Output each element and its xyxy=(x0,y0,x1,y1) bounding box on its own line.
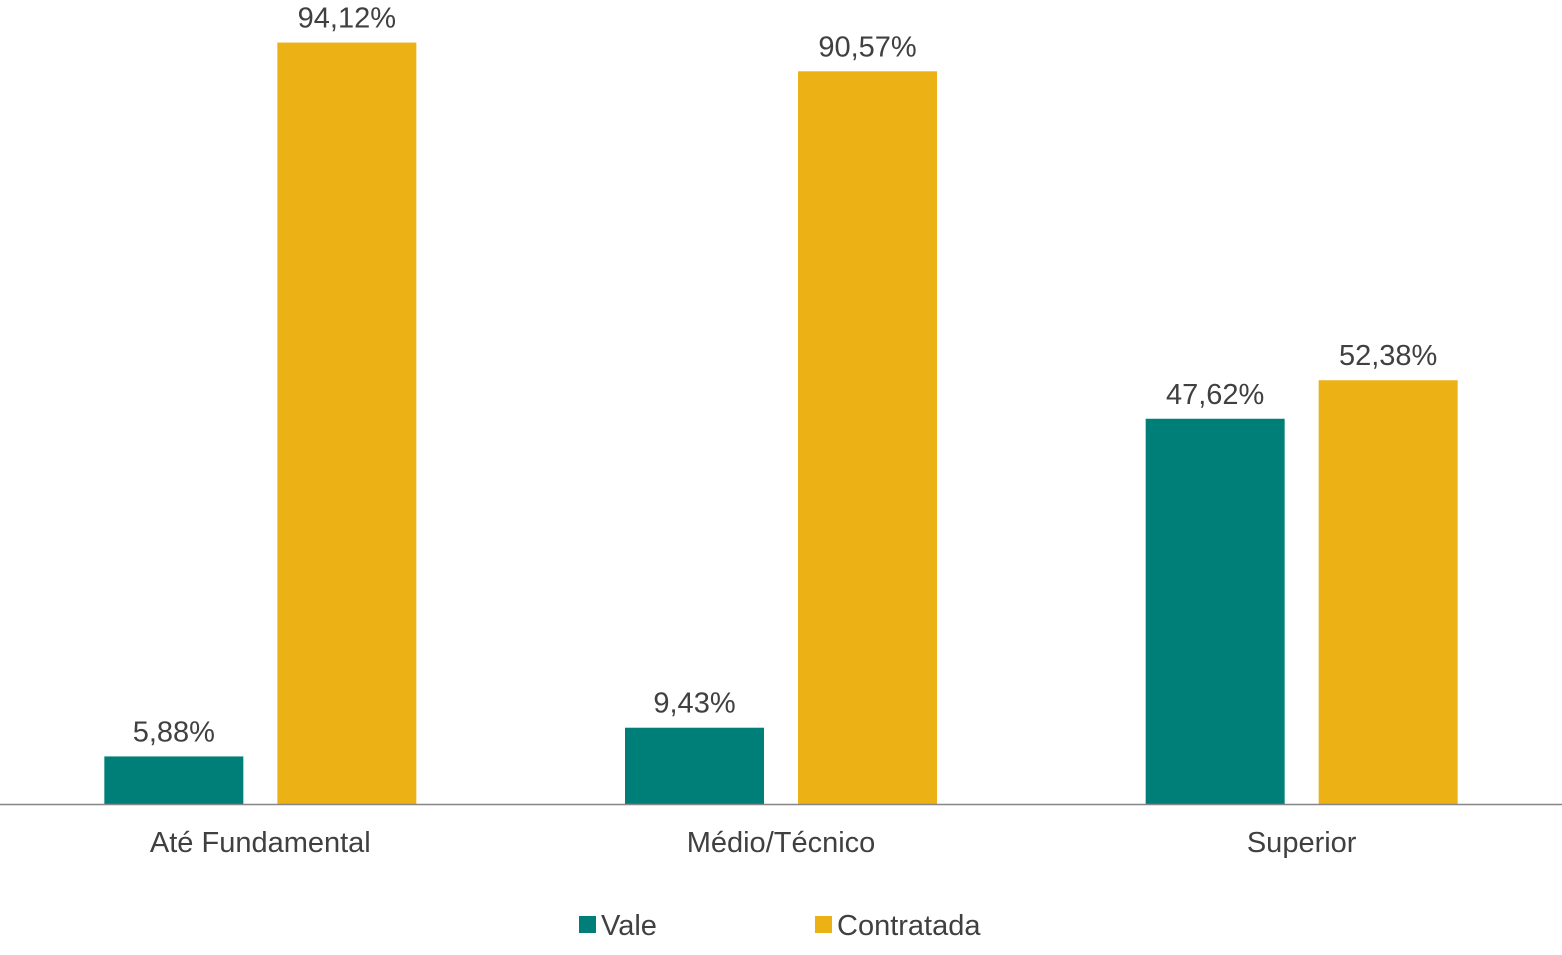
bars-layer xyxy=(104,42,1458,804)
category-label-medio-tecnico: Médio/Técnico xyxy=(687,827,876,859)
data-label-contratada-medio-tecnico: 90,57% xyxy=(818,31,916,63)
data-label-vale-superior: 47,62% xyxy=(1166,379,1264,411)
bar-vale-medio-tecnico xyxy=(625,727,764,804)
data-label-contratada-ate-fundamental: 94,12% xyxy=(298,3,396,35)
legend-item-vale: Vale xyxy=(579,910,657,942)
data-label-vale-ate-fundamental: 5,88% xyxy=(133,716,215,748)
legend-swatch-vale xyxy=(579,916,596,933)
legend-item-contratada: Contratada xyxy=(815,910,981,942)
data-label-contratada-superior: 52,38% xyxy=(1339,340,1437,372)
bar-contratada-medio-tecnico xyxy=(798,71,937,804)
legend: Vale Contratada xyxy=(579,910,981,942)
legend-label-contratada: Contratada xyxy=(837,910,981,942)
legend-label-vale: Vale xyxy=(601,910,657,942)
category-label-ate-fundamental: Até Fundamental xyxy=(150,827,371,859)
bar-contratada-superior xyxy=(1318,380,1458,804)
bar-contratada-ate-fundamental xyxy=(277,42,417,804)
legend-swatch-contratada xyxy=(815,916,832,933)
data-label-vale-medio-tecnico: 9,43% xyxy=(653,688,735,720)
value-labels-layer: 5,88% 94,12% 9,43% 90,57% 47,62% 52,38% xyxy=(133,3,1438,749)
bar-vale-ate-fundamental xyxy=(104,756,244,804)
bar-vale-superior xyxy=(1145,418,1285,804)
category-labels-layer: Até Fundamental Médio/Técnico Superior xyxy=(150,827,1357,859)
category-label-superior: Superior xyxy=(1247,827,1357,859)
